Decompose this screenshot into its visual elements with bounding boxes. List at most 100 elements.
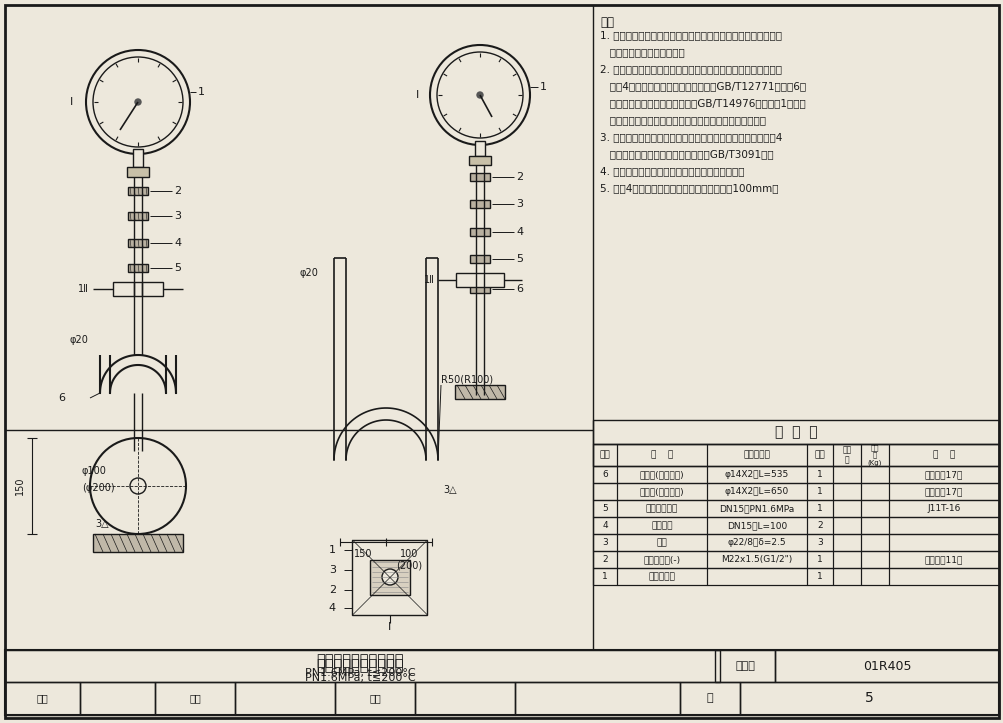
Bar [126,167,148,177]
Bar [335,682,414,715]
Bar [832,444,861,466]
Bar [888,517,998,534]
Bar [617,500,706,517]
Bar [806,517,832,534]
Text: PN1.6MPa, t≤200°C: PN1.6MPa, t≤200°C [304,668,415,678]
Text: 明  细  表: 明 细 表 [774,425,816,439]
Bar [469,228,489,236]
Bar [806,534,832,551]
Bar [593,466,617,483]
Bar [806,483,832,500]
Text: 1: 1 [816,504,822,513]
Text: 3: 3 [329,565,336,575]
Bar [832,534,861,551]
Bar [888,466,998,483]
Text: I: I [388,622,391,632]
Bar [593,444,998,466]
Bar [861,483,888,500]
Bar [127,239,147,247]
Bar [706,483,806,500]
Bar [127,187,147,195]
Text: 制造图见17页: 制造图见17页 [924,470,962,479]
Text: 带冷凝管压力表安装图: 带冷凝管压力表安装图 [316,654,403,669]
Bar [739,682,998,715]
Text: 垫片: 垫片 [656,538,667,547]
Text: J11T-16: J11T-16 [927,504,960,513]
Bar [593,500,617,517]
Bar [127,264,147,272]
Text: φ14X2，L=650: φ14X2，L=650 [724,487,788,496]
Text: 校对: 校对 [189,693,201,703]
Text: I: I [416,90,419,100]
Bar [455,273,504,287]
Bar [832,551,861,568]
Circle shape [93,57,183,147]
Text: 100: 100 [399,549,418,559]
Text: DN15，L=100: DN15，L=100 [726,521,786,530]
Bar [861,517,888,534]
Text: 3△: 3△ [442,485,456,495]
Text: 3. 当用于无腐隐场合时，除垫片外，其余材质可为碳锢，序号4: 3. 当用于无腐隐场合时，除垫片外，其余材质可为碳锢，序号4 [600,132,781,142]
Text: 2: 2 [602,555,607,564]
Circle shape [429,45,530,145]
Bar [617,534,706,551]
Bar [861,466,888,483]
Text: 150: 150 [353,549,372,559]
Text: 1Ⅱ: 1Ⅱ [423,275,434,285]
Bar [679,682,739,715]
Text: 5: 5 [174,263,181,273]
Bar [806,568,832,585]
Bar [370,560,409,595]
Circle shape [90,438,186,534]
Bar [593,517,998,534]
Bar [706,517,806,534]
Text: 1: 1 [198,87,205,97]
Text: φ20: φ20 [70,335,89,345]
Bar [617,466,706,483]
Text: 4: 4 [174,238,181,248]
Bar [469,255,489,263]
Bar [861,568,888,585]
Bar [806,444,832,466]
Bar [5,650,998,715]
Bar [832,483,861,500]
Text: 4. 括号内数据用于低压流体输送用镇锌焊接锢管。: 4. 括号内数据用于低压流体输送用镇锌焊接锢管。 [600,166,744,176]
Bar [5,682,80,715]
Text: (200): (200) [395,561,421,571]
Text: 规格、型号: 规格、型号 [743,450,769,460]
Text: 1: 1 [816,572,822,581]
Text: φ100: φ100 [82,466,106,476]
Bar [888,483,998,500]
Bar [861,534,888,551]
Text: 审核: 审核 [36,693,48,703]
Text: 5: 5 [602,504,607,513]
Text: 弹簧压力表: 弹簧压力表 [648,572,675,581]
Bar [617,444,706,466]
Text: 6: 6 [602,470,607,479]
Bar [832,568,861,585]
Bar [706,551,806,568]
Text: 1. 图中表示根部为焊接安装方式，亦可采用法兰接管安装方式，: 1. 图中表示根部为焊接安装方式，亦可采用法兰接管安装方式， [600,30,781,40]
Bar [832,500,861,517]
Text: 3: 3 [602,538,607,547]
Bar [593,568,998,585]
Circle shape [134,99,140,105]
Bar [617,551,706,568]
Bar [127,212,147,220]
Bar [617,568,706,585]
Bar [617,517,706,534]
Text: φ22/8，δ=2.5: φ22/8，δ=2.5 [727,538,785,547]
Text: PN1.6MPa, t≤200°C: PN1.6MPa, t≤200°C [304,673,415,683]
Bar [706,466,806,483]
Bar [80,682,154,715]
Text: DN15，PN1.6MPa: DN15，PN1.6MPa [719,504,793,513]
Text: 设计: 设计 [369,693,380,703]
Text: 1: 1 [329,545,336,555]
Text: 1: 1 [816,470,822,479]
Text: 片压力表或耐酸压力表，垫片的选择原则见总说明表二。: 片压力表或耐酸压力表，垫片的选择原则见总说明表二。 [600,115,765,125]
Text: 制造图见17页: 制造图见17页 [924,487,962,496]
Bar [617,483,706,500]
Text: 4: 4 [602,521,607,530]
Text: 2: 2 [329,585,336,595]
Text: 制造图见11页: 制造图见11页 [924,555,962,564]
